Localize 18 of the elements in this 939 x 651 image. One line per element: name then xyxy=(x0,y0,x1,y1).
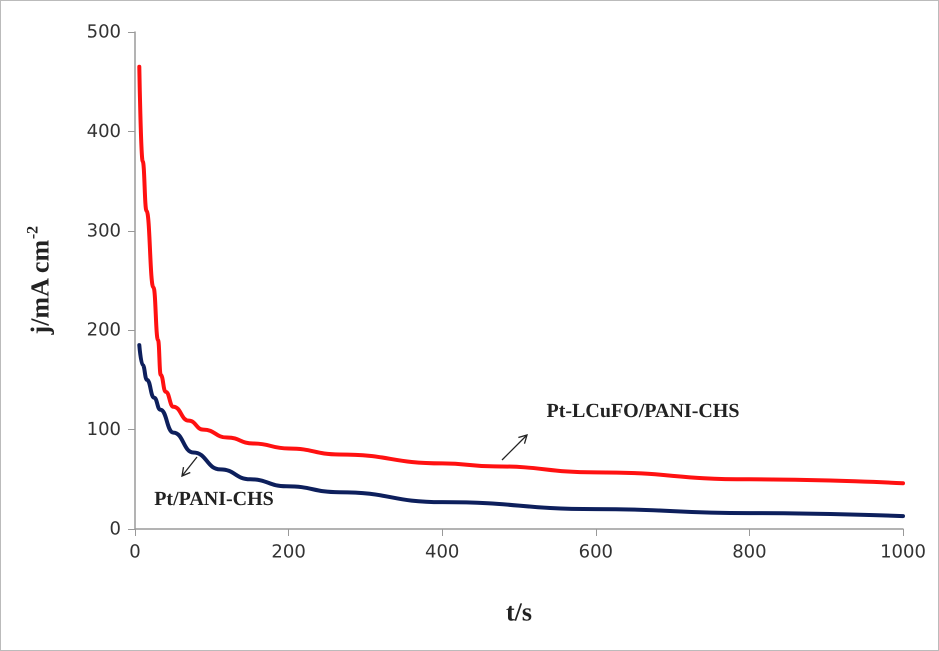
annotation: Pt-LCuFO/PANI-CHS xyxy=(546,400,740,422)
x-tick-label: 400 xyxy=(425,542,460,562)
x-axis-title: t/s xyxy=(506,598,532,626)
y-tick-label: 100 xyxy=(86,419,121,440)
y-tick-label: 300 xyxy=(86,220,121,242)
y-tick-label: 200 xyxy=(86,320,121,341)
y-tick-label: 0 xyxy=(110,518,121,540)
x-tick-label: 0 xyxy=(129,542,141,562)
x-tick-label: 1000 xyxy=(880,542,926,562)
annotation: Pt/PANI-CHS xyxy=(154,488,274,510)
x-tick-label: 200 xyxy=(271,542,306,562)
x-tick-label: 600 xyxy=(578,542,613,562)
line-series xyxy=(137,343,905,518)
y-tick-label: 400 xyxy=(86,120,121,142)
y-axis-title: j/mA cm-2 xyxy=(24,226,54,336)
y-tick-label: 500 xyxy=(86,22,121,42)
x-tick-label: 800 xyxy=(732,542,767,562)
line-series xyxy=(137,64,905,486)
